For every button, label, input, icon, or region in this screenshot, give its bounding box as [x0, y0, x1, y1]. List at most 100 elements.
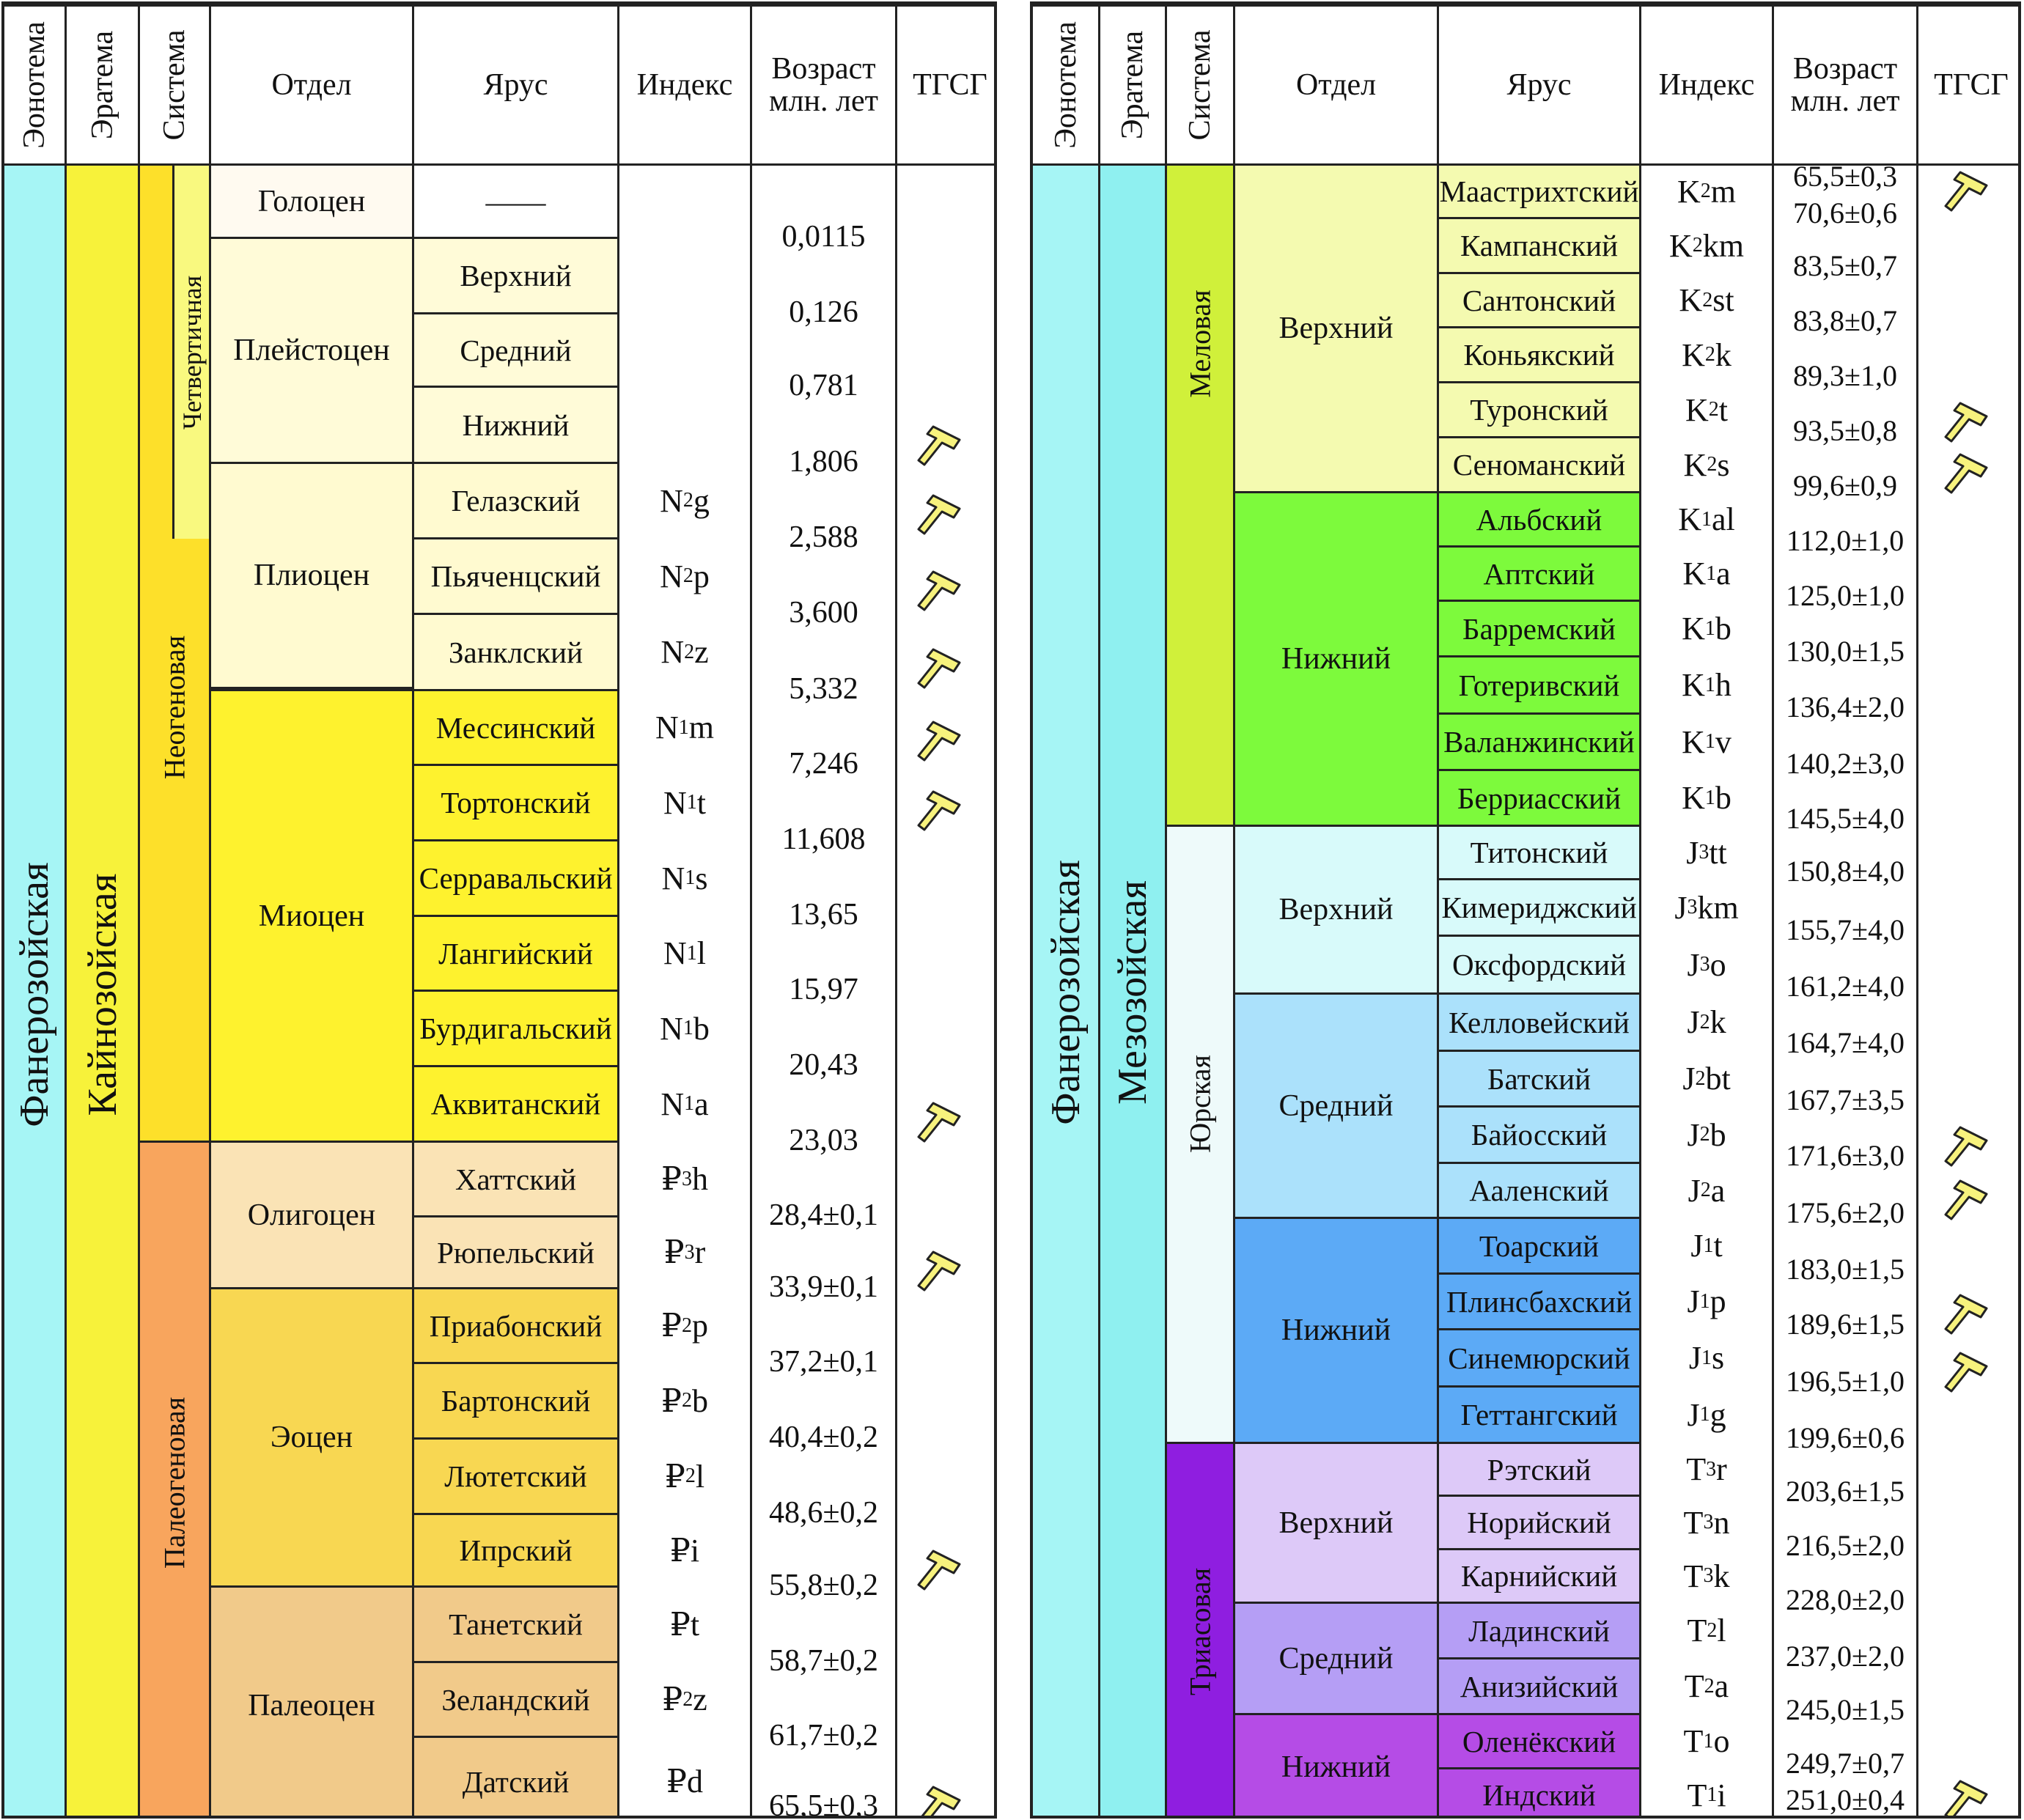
index-symbol: T	[1687, 1613, 1707, 1648]
index-suffix: t	[1713, 1228, 1723, 1264]
index-subscript: 1	[684, 1092, 695, 1115]
stage-cell: Рюпельский	[412, 1215, 619, 1289]
index-symbol: ₽	[662, 1681, 683, 1717]
index-subscript: 1	[1703, 1234, 1714, 1257]
index-subscript: 1	[1701, 1346, 1712, 1369]
age-value: 161,2±4,0	[1786, 969, 1905, 1003]
index-subscript: 2	[1704, 1674, 1715, 1698]
stage-cell: Оленёкский	[1437, 1713, 1641, 1769]
age-value: 15,97	[789, 973, 858, 1006]
stage-cell-label: Титонский	[1470, 836, 1608, 869]
index-subscript: 1	[1704, 673, 1715, 696]
stage-index: ₽3 h	[617, 1141, 752, 1217]
stage-cell-label: Серравальский	[419, 861, 613, 895]
eonothem-phanerozoic: Фанерозойская	[4, 163, 67, 1816]
index-symbol: K	[1682, 667, 1705, 703]
index-symbol: J	[1687, 1116, 1700, 1153]
age-value: 93,5±0,8	[1793, 413, 1897, 447]
stage-cell: Плинсбахский	[1437, 1272, 1641, 1330]
stage-cell: Нижний	[412, 386, 619, 464]
index-symbol: J	[1687, 1396, 1700, 1433]
index-suffix: r	[1716, 1451, 1727, 1487]
erathem-mesozoic-label: Мезозойская	[1110, 880, 1155, 1105]
stage-cell-label: Пьяченцский	[430, 559, 601, 593]
index-subscript: 1	[686, 791, 697, 814]
stage-cell: Лютетский	[412, 1437, 619, 1515]
age-value: 130,0±1,5	[1786, 634, 1905, 668]
index-subscript: 2	[684, 640, 695, 663]
index-symbol: J	[1682, 1061, 1696, 1097]
age-value: 216,5±2,0	[1786, 1528, 1905, 1562]
index-symbol: J	[1674, 889, 1688, 926]
stage-cell-label: Танетский	[449, 1607, 583, 1641]
stage-cell: Титонский	[1437, 825, 1641, 880]
stage-index: J 3 tt	[1639, 825, 1774, 880]
index-suffix: bt	[1705, 1061, 1731, 1097]
header-index-label: Индекс	[636, 67, 733, 102]
series-6-label: Палеоцен	[248, 1688, 375, 1723]
stage-cell: Кампанский	[1437, 217, 1641, 274]
age-column	[1772, 163, 1918, 1816]
series-1-label: Плейстоцен	[233, 334, 390, 367]
stage-cell: Гелазский	[412, 462, 619, 539]
system-neogene-label: Неогеновая	[158, 635, 191, 779]
golden-spike-icon	[917, 1550, 961, 1591]
stage-cell: Берриасский	[1437, 769, 1641, 827]
stage-cell-label: Тоарский	[1479, 1228, 1600, 1263]
header-erathem: Эратема	[65, 4, 140, 166]
stage-cell-label: Карнийский	[1460, 1559, 1618, 1593]
stage-cell-label: Ипрский	[459, 1533, 573, 1567]
stage-cell-label: Плинсбахский	[1446, 1284, 1633, 1319]
header-stage: Ярус	[1437, 4, 1641, 166]
index-suffix: v	[1715, 723, 1732, 760]
index-suffix: l	[695, 1458, 705, 1495]
stage-cell: Геттангский	[1437, 1385, 1641, 1444]
stage-cell: Аптский	[1437, 545, 1641, 602]
index-suffix: o	[1713, 1723, 1730, 1759]
age-value: 175,6±2,0	[1786, 1195, 1905, 1229]
header-age-age_line2: млн. лет	[769, 84, 878, 118]
stage-cell: Аквитанский	[412, 1065, 619, 1143]
age-value: 228,0±2,0	[1786, 1583, 1905, 1616]
index-subscript: 2	[1700, 1179, 1711, 1201]
stage-cell-label: Верхний	[460, 259, 572, 292]
stage-cell-label: Анизийский	[1460, 1669, 1619, 1703]
stage-cell-label: Лютетский	[444, 1459, 587, 1493]
header-stage: Ярус	[412, 4, 619, 166]
index-suffix: tt	[1709, 834, 1727, 871]
index-subscript: 2	[682, 1687, 693, 1711]
stage-cell: Датский	[412, 1736, 619, 1816]
header-erathem-label: Эратема	[85, 30, 119, 140]
series-2-label: Верхний	[1278, 893, 1394, 926]
series-6: Средний	[1233, 1602, 1439, 1715]
holocene-dash-label: ——	[485, 184, 546, 218]
index-suffix: i	[1717, 1777, 1726, 1813]
stage-cell-label: Датский	[462, 1764, 570, 1799]
stage-cell: Маастрихтский	[1437, 163, 1641, 219]
index-suffix: km	[1697, 889, 1739, 926]
index-subscript: 2	[1699, 1010, 1710, 1034]
index-symbol: K	[1682, 556, 1707, 592]
stage-cell-label: Оленёкский	[1462, 1724, 1616, 1758]
golden-spike-icon	[917, 570, 961, 611]
stage-index: ₽ d	[617, 1736, 752, 1816]
age-value: 70,6±0,6	[1793, 196, 1897, 229]
index-subscript: 2	[1692, 234, 1703, 257]
index-suffix: s	[1717, 446, 1730, 483]
index-suffix: g	[1710, 1396, 1726, 1433]
header-stage-label: Ярус	[483, 67, 548, 102]
age-value: 150,8±4,0	[1786, 854, 1905, 888]
